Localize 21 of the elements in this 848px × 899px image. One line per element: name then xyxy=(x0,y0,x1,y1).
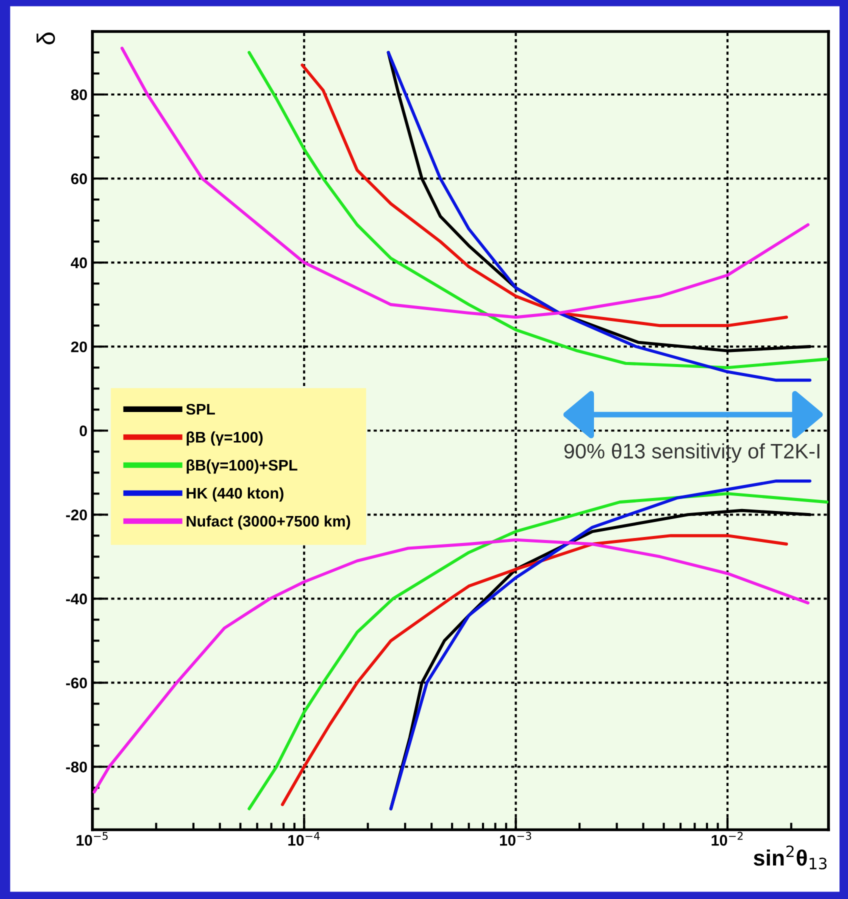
y-axis-title: δ xyxy=(36,32,55,44)
y-tick-label: -60 xyxy=(66,678,87,688)
annotation: 90% θ13 sensitivity of T2K-I xyxy=(564,443,820,463)
x-tick-label: 10$^{−4}$ xyxy=(288,832,320,846)
x-tick-label: 10$^{−3}$ xyxy=(500,832,532,846)
legend-label: βB (γ=100) xyxy=(186,431,263,446)
y-tick-label: -80 xyxy=(66,762,87,772)
x-tick-label: 10$^{−2}$ xyxy=(712,832,743,846)
legend-label: SPL xyxy=(186,404,215,415)
y-tick-label: 20 xyxy=(71,341,87,352)
y-tick-label: 60 xyxy=(71,173,87,184)
x-tick-label: 10$^{−5}$ xyxy=(76,832,108,846)
legend-label: βB(γ=100)+SPL xyxy=(186,459,298,474)
y-tick-label: 40 xyxy=(70,257,87,268)
x-axis-title: sin$^{2}$θ$_{13}$ xyxy=(754,845,827,870)
legend-label: HK (440 kton) xyxy=(186,487,284,502)
y-tick-label: 0 xyxy=(80,425,87,436)
y-tick-label: 80 xyxy=(71,89,87,100)
y-tick-label: -40 xyxy=(66,594,87,604)
legend-label: Nufact (3000+7500 km) xyxy=(186,515,350,530)
y-tick-label: -20 xyxy=(66,510,87,520)
